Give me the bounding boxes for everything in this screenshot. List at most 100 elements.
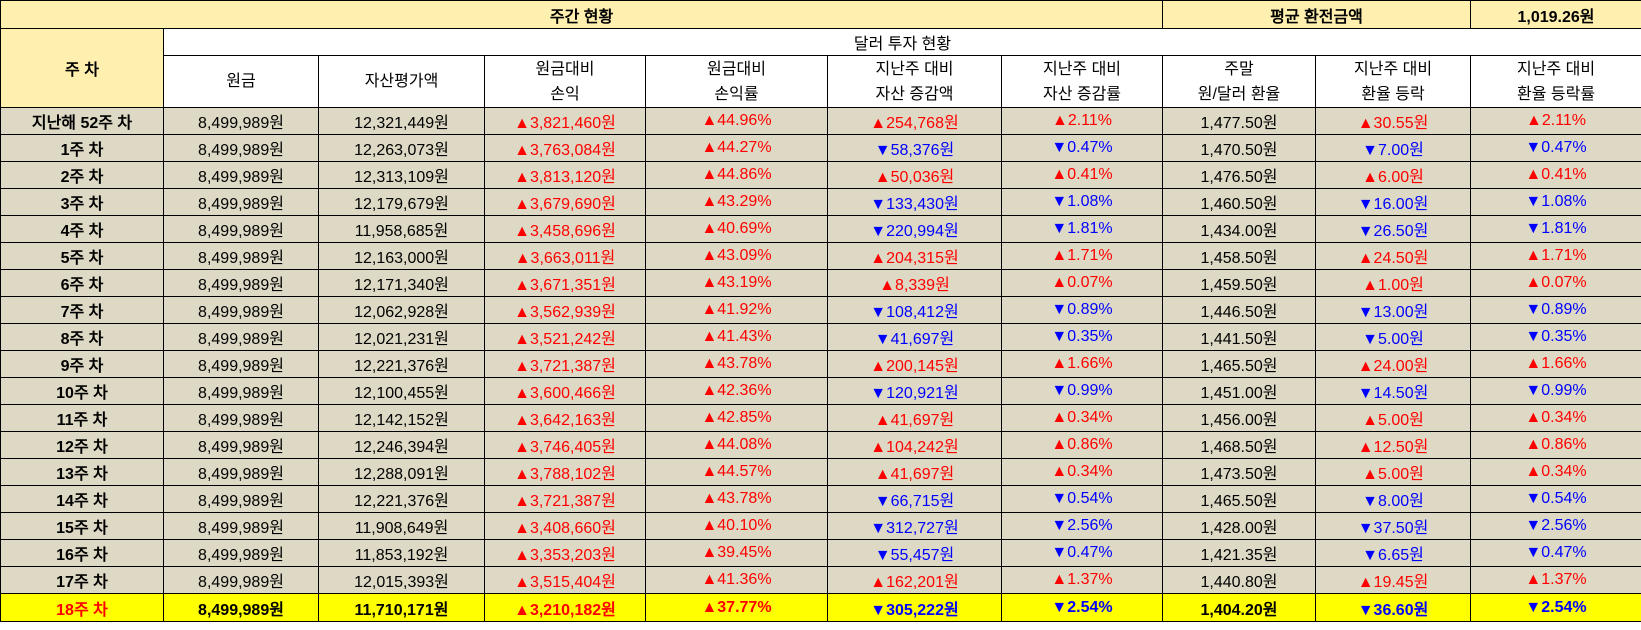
fx-rate-cell: 1,456.00원 [1162, 404, 1317, 432]
fx-rate-cell: 1,477.50원 [1162, 107, 1317, 135]
week-cell: 6주 차 [0, 269, 164, 297]
fx-change-cell: ▲5.00원 [1315, 458, 1472, 486]
fx-change-rate-cell: ▲0.34% [1470, 404, 1641, 432]
week-cell: 9주 차 [0, 350, 164, 378]
table-row: 11주 차 8,499,989원 12,142,152원 ▲3,642,163원 ▲42… [0, 404, 1641, 432]
fx-rate-cell: 1,440.80원 [1162, 566, 1317, 594]
week-cell: 4주 차 [0, 215, 164, 243]
fx-change-rate-cell: ▲1.37% [1470, 566, 1641, 594]
pnl-cell: ▲3,821,460원 [484, 107, 646, 135]
column-header-line: 손익 [550, 85, 580, 103]
fx-change-cell: ▲19.45원 [1315, 566, 1472, 594]
asset-change-rate-cell: ▲0.34% [1000, 404, 1164, 432]
column-header-line: 자산 증감액 [875, 85, 954, 103]
column-header: 지난주 대비 환율 등락률 [1470, 55, 1641, 108]
asset-change-rate-cell: ▲2.11% [1000, 107, 1164, 135]
column-header-line: 지난주 대비 [1517, 60, 1596, 78]
avg-exchange-value: 1,019.26원 [1470, 0, 1641, 29]
principal-cell: 8,499,989원 [163, 458, 319, 486]
column-header: 주말 원/달러 환율 [1162, 55, 1317, 108]
fx-change-cell: ▲5.00원 [1315, 404, 1472, 432]
asset-change-rate-cell: ▲0.34% [1000, 458, 1164, 486]
asset-change-cell: ▲254,768원 [827, 107, 1002, 135]
table-row: 17주 차 8,499,989원 12,015,393원 ▲3,515,404원 ▲41… [0, 566, 1641, 594]
asset-value-cell: 12,179,679원 [318, 188, 485, 216]
fx-change-cell: ▲6.00원 [1315, 161, 1472, 189]
pnl-rate-cell: ▲37.77% [645, 593, 828, 622]
fx-rate-cell: 1,441.50원 [1162, 323, 1317, 351]
pnl-rate-cell: ▲42.36% [645, 377, 828, 405]
asset-change-rate-cell: ▲0.07% [1000, 269, 1164, 297]
asset-change-cell: ▲104,242원 [827, 431, 1002, 459]
column-header: 원금대비 손익률 [645, 55, 828, 108]
asset-change-cell: ▲200,145원 [827, 350, 1002, 378]
fx-rate-cell: 1,446.50원 [1162, 296, 1317, 324]
principal-cell: 8,499,989원 [163, 134, 319, 162]
asset-change-rate-cell: ▲1.71% [1000, 242, 1164, 270]
fx-change-cell: ▼37.50원 [1315, 512, 1472, 540]
fx-change-rate-cell: ▲1.71% [1470, 242, 1641, 270]
fx-change-cell: ▼16.00원 [1315, 188, 1472, 216]
table-row: 9주 차 8,499,989원 12,221,376원 ▲3,721,387원 ▲43.… [0, 350, 1641, 378]
fx-change-rate-cell: ▲2.11% [1470, 107, 1641, 135]
table-row: 15주 차 8,499,989원 11,908,649원 ▲3,408,660원 ▲40… [0, 512, 1641, 540]
asset-change-cell: ▲162,201원 [827, 566, 1002, 594]
table-row: 12주 차 8,499,989원 12,246,394원 ▲3,746,405원 ▲44… [0, 431, 1641, 459]
pnl-cell: ▲3,353,203원 [484, 539, 646, 567]
asset-value-cell: 12,142,152원 [318, 404, 485, 432]
asset-change-rate-cell: ▼0.47% [1000, 134, 1164, 162]
principal-cell: 8,499,989원 [163, 161, 319, 189]
asset-value-cell: 12,171,340원 [318, 269, 485, 297]
pnl-rate-cell: ▲44.57% [645, 458, 828, 486]
fx-rate-cell: 1,459.50원 [1162, 269, 1317, 297]
fx-change-rate-cell: ▼0.47% [1470, 539, 1641, 567]
asset-value-cell: 12,288,091원 [318, 458, 485, 486]
asset-value-cell: 12,100,455원 [318, 377, 485, 405]
column-header-line: 원/달러 환율 [1197, 85, 1281, 103]
fx-change-cell: ▲12.50원 [1315, 431, 1472, 459]
fx-change-rate-cell: ▼1.08% [1470, 188, 1641, 216]
asset-change-cell: ▲41,697원 [827, 404, 1002, 432]
pnl-cell: ▲3,458,696원 [484, 215, 646, 243]
principal-cell: 8,499,989원 [163, 566, 319, 594]
column-header: 자산평가액 [318, 55, 485, 108]
asset-change-cell: ▲41,697원 [827, 458, 1002, 486]
pnl-rate-cell: ▲43.78% [645, 350, 828, 378]
asset-value-cell: 11,853,192원 [318, 539, 485, 567]
column-header-line: 지난주 대비 [1354, 60, 1433, 78]
fx-change-rate-cell: ▼2.56% [1470, 512, 1641, 540]
fx-change-rate-cell: ▲1.66% [1470, 350, 1641, 378]
table-row: 2주 차 8,499,989원 12,313,109원 ▲3,813,120원 ▲44.… [0, 161, 1641, 189]
pnl-rate-cell: ▲39.45% [645, 539, 828, 567]
table-row: 1주 차 8,499,989원 12,263,073원 ▲3,763,084원 ▲44.… [0, 134, 1641, 162]
week-cell: 10주 차 [0, 377, 164, 405]
fx-change-cell: ▼36.60원 [1315, 593, 1472, 622]
pnl-cell: ▲3,562,939원 [484, 296, 646, 324]
asset-value-cell: 12,163,000원 [318, 242, 485, 270]
fx-rate-cell: 1,476.50원 [1162, 161, 1317, 189]
asset-change-cell: ▼305,222원 [827, 593, 1002, 622]
fx-change-cell: ▲24.50원 [1315, 242, 1472, 270]
table-row: 5주 차 8,499,989원 12,163,000원 ▲3,663,011원 ▲43.… [0, 242, 1641, 270]
weekly-status-title: 주간 현황 [0, 0, 1164, 29]
pnl-rate-cell: ▲43.78% [645, 485, 828, 513]
week-cell: 18주 차 [0, 593, 164, 622]
fx-change-cell: ▼13.00원 [1315, 296, 1472, 324]
table-row: 8주 차 8,499,989원 12,021,231원 ▲3,521,242원 ▲41.… [0, 323, 1641, 351]
pnl-rate-cell: ▲44.96% [645, 107, 828, 135]
column-header-line: 손익률 [714, 85, 759, 103]
week-cell: 2주 차 [0, 161, 164, 189]
week-cell: 5주 차 [0, 242, 164, 270]
fx-rate-cell: 1,404.20원 [1162, 593, 1317, 622]
pnl-cell: ▲3,721,387원 [484, 485, 646, 513]
asset-change-rate-cell: ▼0.89% [1000, 296, 1164, 324]
pnl-rate-cell: ▲40.10% [645, 512, 828, 540]
column-header: 원금 [163, 55, 319, 108]
fx-rate-cell: 1,428.00원 [1162, 512, 1317, 540]
principal-cell: 8,499,989원 [163, 593, 319, 622]
week-cell: 1주 차 [0, 134, 164, 162]
table-row: 13주 차 8,499,989원 12,288,091원 ▲3,788,102원 ▲44… [0, 458, 1641, 486]
pnl-rate-cell: ▲43.29% [645, 188, 828, 216]
week-cell: 16주 차 [0, 539, 164, 567]
asset-change-cell: ▼41,697원 [827, 323, 1002, 351]
